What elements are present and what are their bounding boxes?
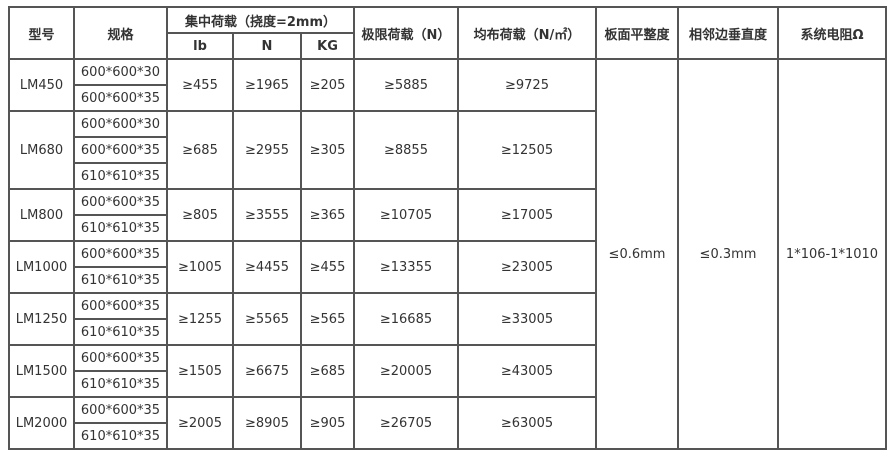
- model-cell: LM680: [8, 110, 75, 190]
- header-model: 型号: [8, 6, 75, 60]
- spec-cell: 610*610*35: [73, 162, 168, 190]
- uniform-load-cell: ≥17005: [457, 188, 597, 242]
- table-row: LM1000 600*600*35 ≥1005 ≥4455 ≥455 ≥13355 ≥230…: [8, 240, 886, 294]
- spec-cell: 610*610*35: [73, 318, 168, 346]
- header-kg: KG: [300, 32, 355, 60]
- kg-cell: ≥205: [300, 58, 355, 112]
- kg-cell: ≥685: [300, 344, 355, 398]
- ultimate-load-cell: ≥10705: [353, 188, 459, 242]
- ultimate-load-cell: ≥26705: [353, 396, 459, 450]
- header-flatness: 板面平整度: [595, 6, 679, 60]
- lb-cell: ≥1505: [166, 344, 234, 398]
- table-row: LM1500 600*600*35 ≥1505 ≥6675 ≥685 ≥20005 ≥430…: [8, 344, 886, 398]
- table-row: LM2000 600*600*35 ≥2005 ≥8905 ≥905 ≥26705 ≥630…: [8, 396, 886, 450]
- n-cell: ≥4455: [232, 240, 302, 294]
- header-concentrated-load: 集中荷载（挠度=2mm）: [166, 6, 355, 34]
- spec-cell: 610*610*35: [73, 266, 168, 294]
- uniform-load-cell: ≥23005: [457, 240, 597, 294]
- lb-cell: ≥1005: [166, 240, 234, 294]
- header-resistance: 系统电阻Ω: [777, 6, 887, 60]
- lb-cell: ≥455: [166, 58, 234, 112]
- spec-cell: 600*600*35: [73, 188, 168, 216]
- spec-cell: 600*600*35: [73, 136, 168, 164]
- ultimate-load-cell: ≥8855: [353, 110, 459, 190]
- ultimate-load-cell: ≥5885: [353, 58, 459, 112]
- flatness-cell: ≤0.6mm: [595, 58, 679, 450]
- resistance-cell: 1*106-1*1010: [777, 58, 887, 450]
- spec-cell: 610*610*35: [73, 214, 168, 242]
- header-lb: lb: [166, 32, 234, 60]
- table-row: 610*610*35: [9, 214, 886, 242]
- model-cell: LM2000: [8, 396, 75, 450]
- table-row: LM800 600*600*35 ≥805 ≥3555 ≥365 ≥10705 ≥17005: [8, 188, 886, 242]
- table-row: 610*610*35: [9, 318, 886, 346]
- n-cell: ≥5565: [232, 292, 302, 346]
- table-row: 600*600*35: [9, 136, 886, 164]
- header-perpendicularity: 相邻边垂直度: [677, 6, 779, 60]
- table-row: 610*610*35: [9, 266, 886, 294]
- spec-cell: 600*600*35: [73, 344, 168, 372]
- model-cell: LM1250: [8, 292, 75, 346]
- model-cell: LM450: [8, 58, 75, 112]
- model-cell: LM1000: [8, 240, 75, 294]
- table-row: LM450 600*600*30 ≥455 ≥1965 ≥205 ≥5885 ≥9725 ≤0…: [8, 58, 887, 450]
- table-row: 610*610*35: [9, 370, 886, 398]
- lb-cell: ≥805: [166, 188, 234, 242]
- spec-cell: 600*600*35: [73, 240, 168, 268]
- uniform-load-cell: ≥63005: [457, 396, 597, 450]
- table-row: 610*610*35: [9, 162, 886, 190]
- kg-cell: ≥455: [300, 240, 355, 294]
- spec-cell: 600*600*30: [73, 58, 168, 86]
- n-cell: ≥6675: [232, 344, 302, 398]
- kg-cell: ≥365: [300, 188, 355, 242]
- n-cell: ≥2955: [232, 110, 302, 190]
- table-row: 610*610*35: [9, 422, 886, 450]
- ultimate-load-cell: ≥20005: [353, 344, 459, 398]
- spec-cell: 600*600*35: [73, 292, 168, 320]
- spec-cell: 610*610*35: [73, 422, 168, 450]
- uniform-load-cell: ≥9725: [457, 58, 597, 112]
- table-row: LM1250 600*600*35 ≥1255 ≥5565 ≥565 ≥16685 ≥330…: [8, 292, 886, 346]
- header-n: N: [232, 32, 302, 60]
- n-cell: ≥1965: [232, 58, 302, 112]
- model-cell: LM800: [8, 188, 75, 242]
- n-cell: ≥8905: [232, 396, 302, 450]
- uniform-load-cell: ≥12505: [457, 110, 597, 190]
- header-uniform-load: 均布荷载（N/㎡）: [457, 6, 597, 60]
- lb-cell: ≥2005: [166, 396, 234, 450]
- lb-cell: ≥685: [166, 110, 234, 190]
- spec-cell: 600*600*35: [73, 84, 168, 112]
- spec-cell: 600*600*30: [73, 110, 168, 138]
- spec-cell: 610*610*35: [73, 370, 168, 398]
- table-body: LM450 600*600*30 ≥455 ≥1965 ≥205 ≥5885 ≥9725 ≤0…: [8, 58, 887, 450]
- ultimate-load-cell: ≥16685: [353, 292, 459, 346]
- uniform-load-cell: ≥33005: [457, 292, 597, 346]
- raised-floor-spec-table: 型号 规格 集中荷载（挠度=2mm） 极限荷载（N） 均布荷载（N/㎡） 板面平…: [8, 6, 887, 450]
- table-row: 600*600*35: [9, 84, 886, 112]
- kg-cell: ≥305: [300, 110, 355, 190]
- model-cell: LM1500: [8, 344, 75, 398]
- kg-cell: ≥905: [300, 396, 355, 450]
- header-ultimate-load: 极限荷载（N）: [353, 6, 459, 60]
- uniform-load-cell: ≥43005: [457, 344, 597, 398]
- header-spec: 规格: [73, 6, 168, 60]
- ultimate-load-cell: ≥13355: [353, 240, 459, 294]
- n-cell: ≥3555: [232, 188, 302, 242]
- perpendicularity-cell: ≤0.3mm: [677, 58, 779, 450]
- spec-cell: 600*600*35: [73, 396, 168, 424]
- table-row: LM680 600*600*30 ≥685 ≥2955 ≥305 ≥8855 ≥12505: [8, 110, 886, 190]
- lb-cell: ≥1255: [166, 292, 234, 346]
- kg-cell: ≥565: [300, 292, 355, 346]
